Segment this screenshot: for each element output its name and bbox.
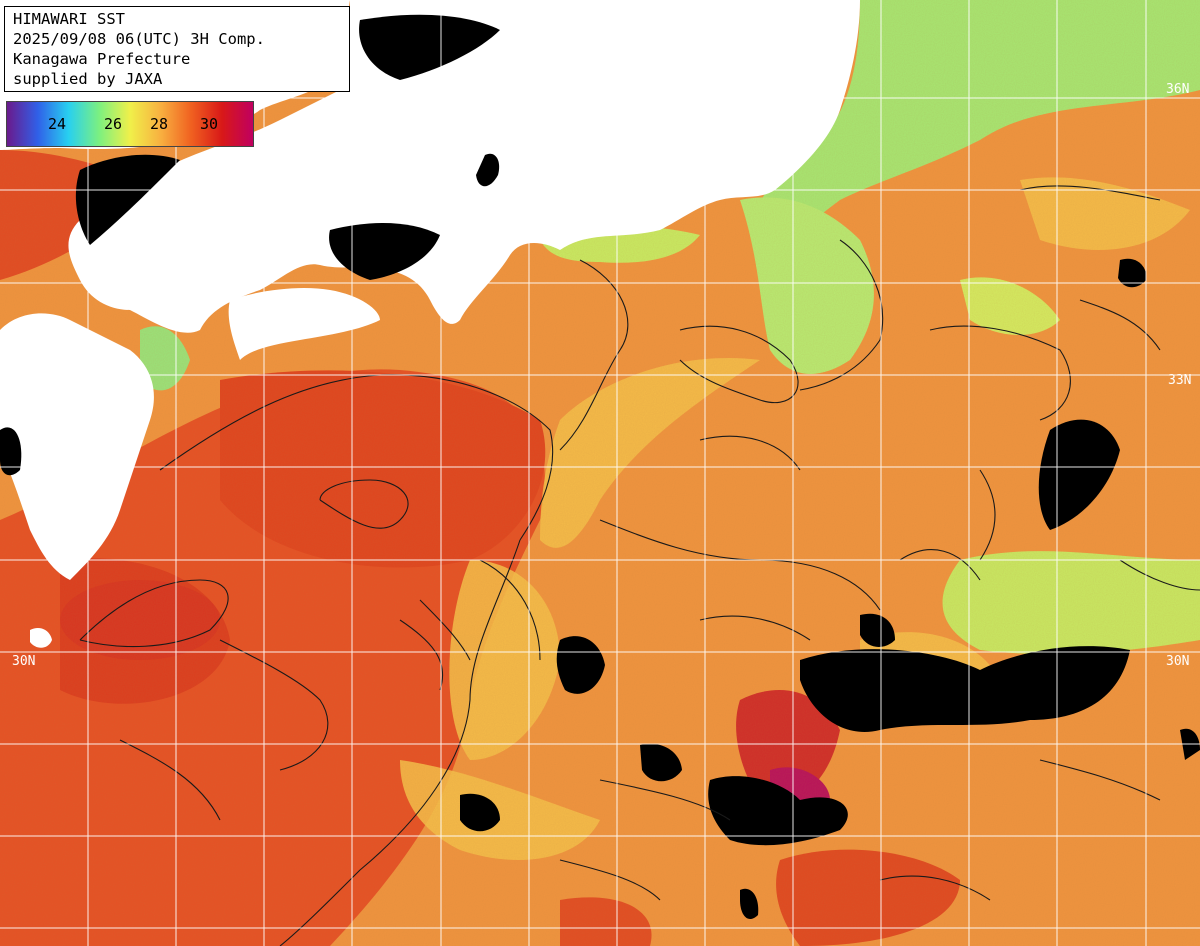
colorbar-tick-28: 28: [149, 115, 169, 133]
temperature-colorbar: 24 26 28 30: [6, 101, 254, 147]
lat-label-36n: 36N: [1166, 82, 1190, 97]
colorbar-tick-26: 26: [103, 115, 123, 133]
colorbar-tick-30: 30: [199, 115, 219, 133]
land-island-small: [30, 628, 52, 648]
land-kyushu: [0, 313, 154, 580]
land-shikoku: [228, 288, 380, 360]
colorbar-tick-24: 24: [47, 115, 67, 133]
lat-label-33n: 33N: [1168, 373, 1192, 388]
data-source: supplied by JAXA: [13, 70, 163, 88]
land-honshu: [68, 0, 860, 333]
lat-label-30n-right: 30N: [1166, 654, 1190, 669]
no-data-regions: [0, 14, 1200, 920]
colorbar-gradient: [7, 102, 253, 146]
lat-label-30n: 30N: [12, 654, 36, 669]
map-info-box: HIMAWARI SST 2025/09/08 06(UTC) 3H Comp.…: [4, 6, 350, 92]
publisher: Kanagawa Prefecture: [13, 50, 191, 68]
timestamp: 2025/09/08 06(UTC) 3H Comp.: [13, 30, 265, 48]
sst-contours: [79, 185, 1200, 946]
product-title: HIMAWARI SST: [13, 10, 125, 28]
